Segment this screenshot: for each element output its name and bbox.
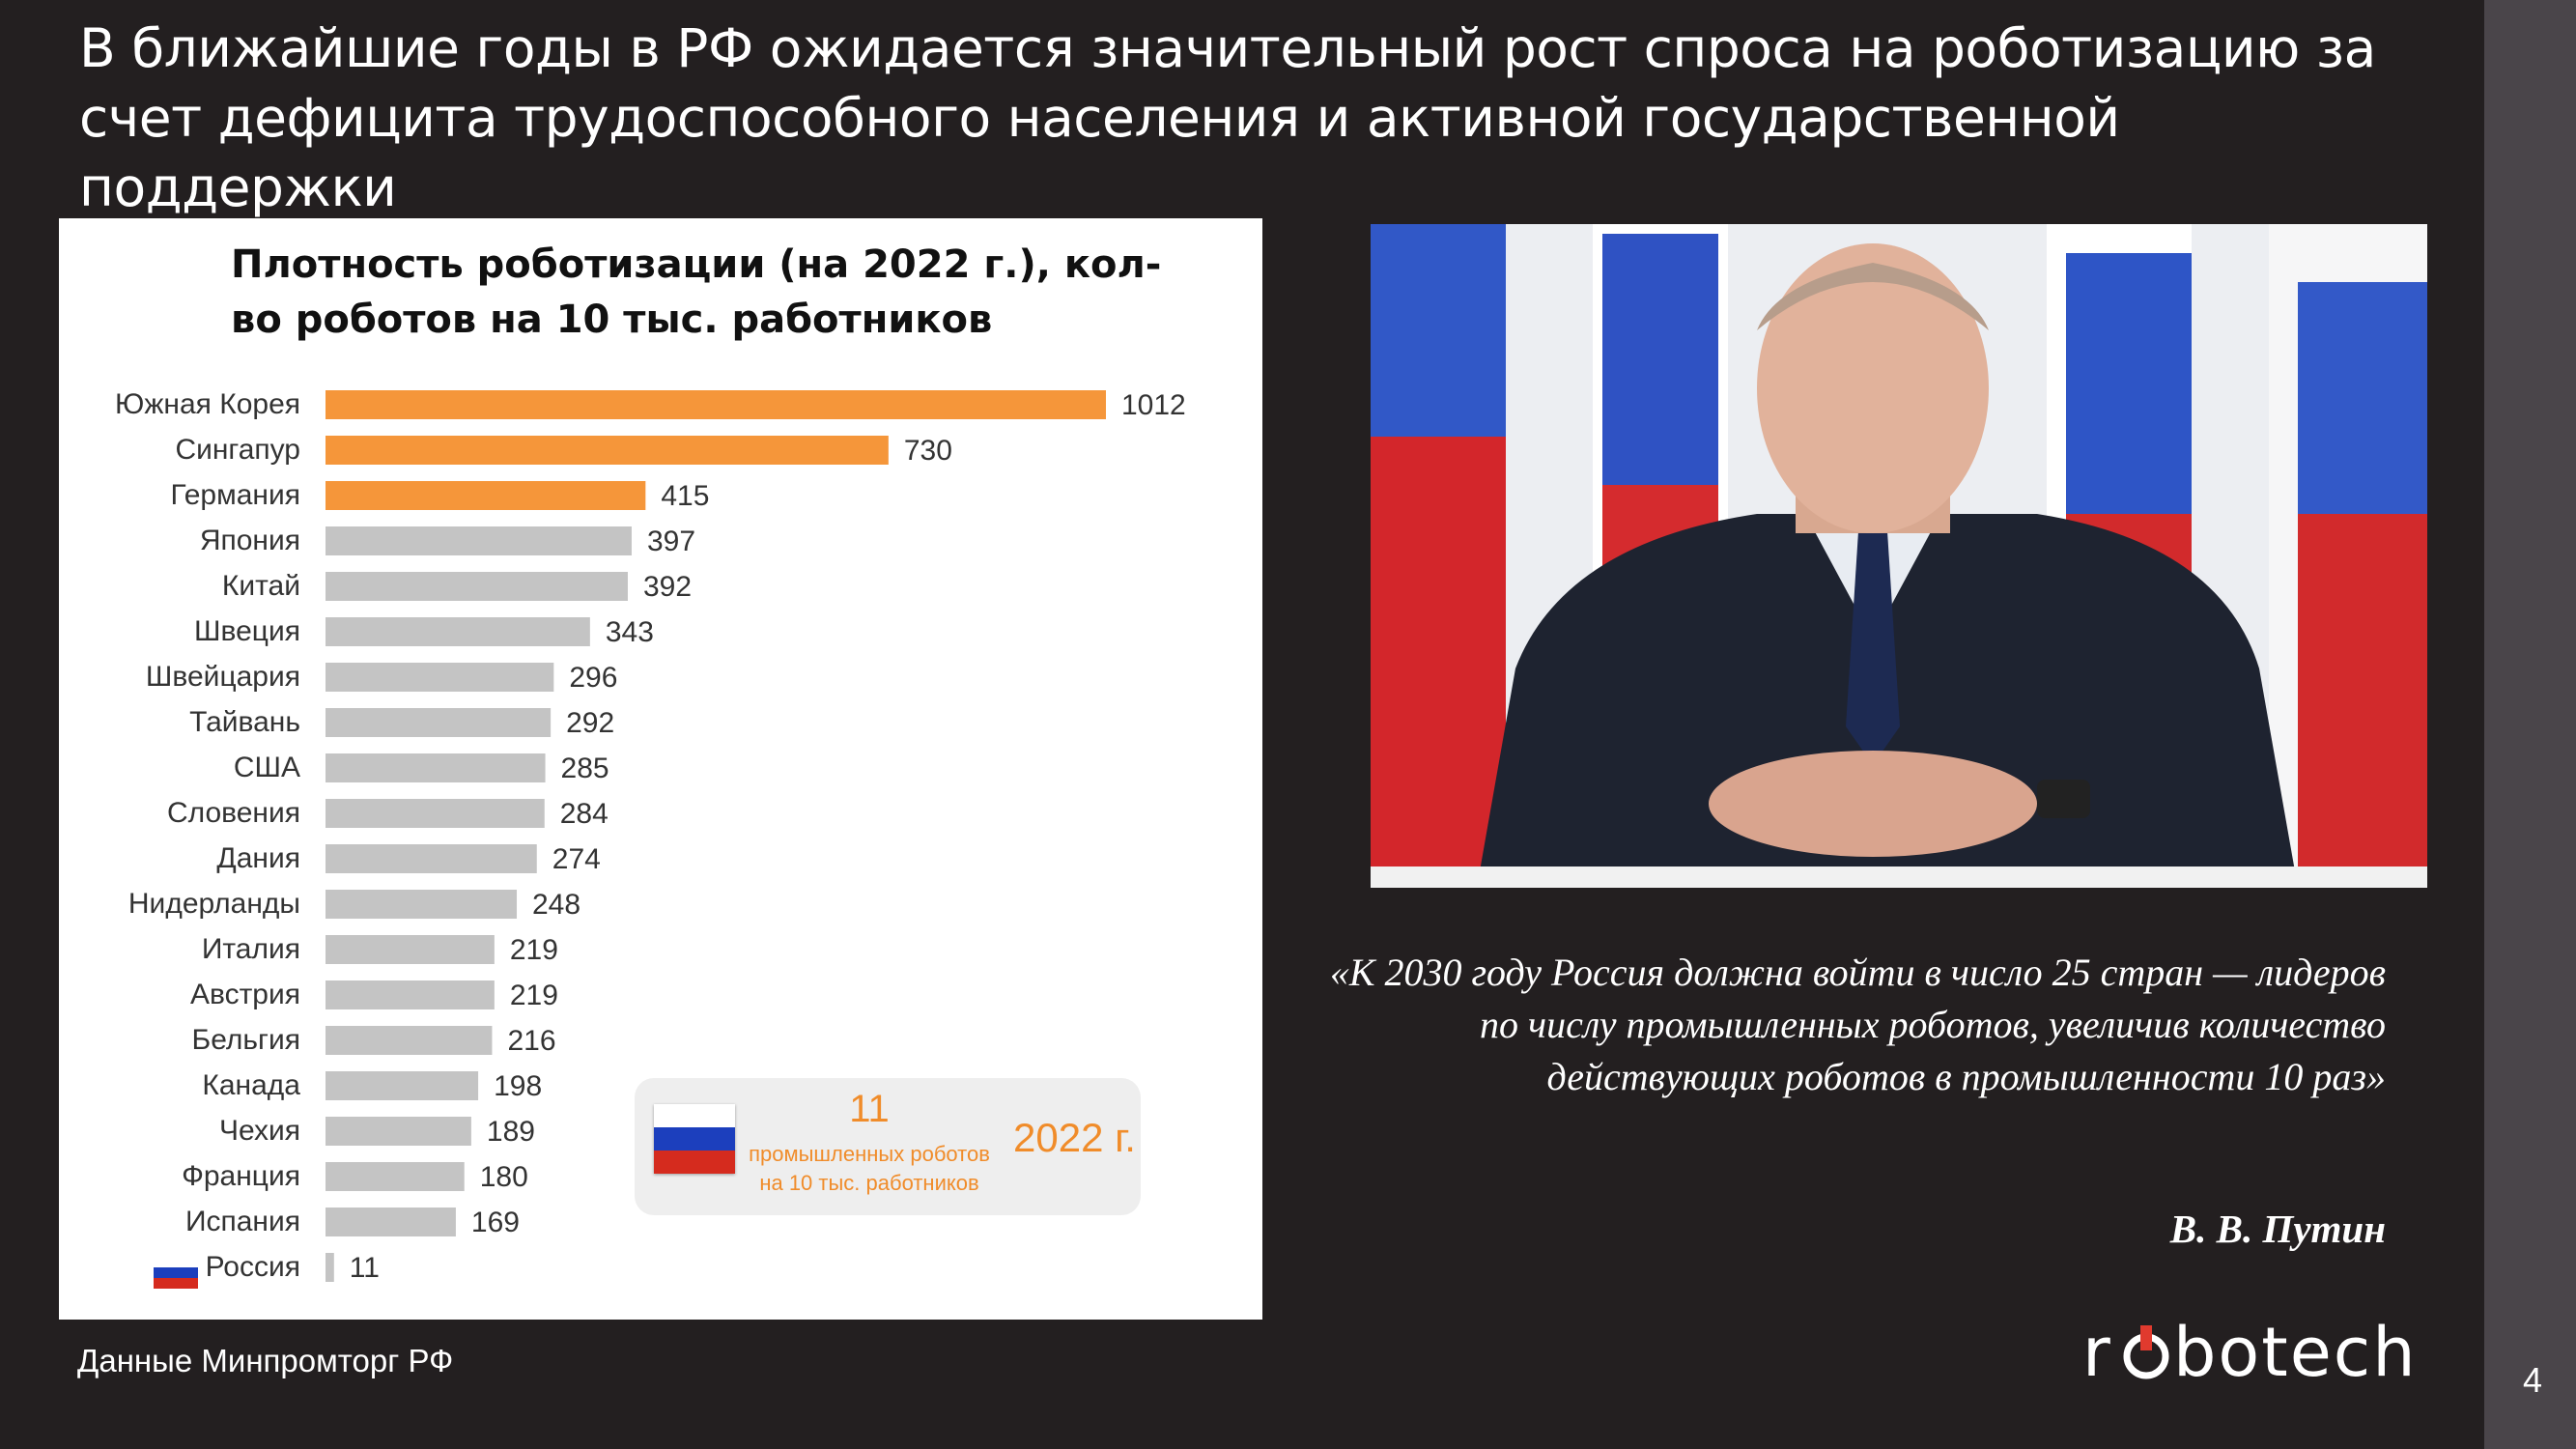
value-label: 730 — [904, 435, 952, 467]
category-label: Чехия — [219, 1115, 300, 1147]
category-label: Швейцария — [146, 661, 300, 693]
portrait-illustration — [1371, 224, 2427, 888]
side-strip — [2484, 0, 2576, 1449]
value-label: 415 — [661, 480, 709, 512]
category-label: Швеция — [194, 615, 300, 647]
bar-7 — [326, 663, 554, 692]
logo-wordmark: r — [2082, 1321, 2112, 1389]
category-label: Бельгия — [192, 1024, 300, 1056]
value-label: 180 — [480, 1161, 528, 1193]
value-label: 248 — [532, 889, 580, 921]
bar-19 — [326, 1208, 456, 1236]
value-label: 392 — [643, 571, 692, 603]
inset-caption: промышленных роботов на 10 тыс. работник… — [749, 1142, 990, 1195]
category-label: Германия — [171, 479, 301, 511]
category-label: Австрия — [190, 979, 300, 1010]
category-label: Дания — [216, 842, 300, 874]
slide-title: В ближайшие годы в РФ ожидается значител… — [79, 17, 2376, 218]
category-label: Словения — [167, 797, 300, 829]
value-label: 397 — [647, 526, 695, 557]
inset-year: 2022 г. — [1013, 1115, 1136, 1160]
russia-inset: 11 промышленных роботов на 10 тыс. работ… — [635, 1078, 1141, 1215]
value-label: 216 — [507, 1025, 555, 1057]
bar-13 — [326, 935, 495, 964]
value-label: 343 — [606, 616, 654, 648]
value-label: 169 — [471, 1207, 520, 1238]
category-label: Франция — [182, 1160, 300, 1192]
category-label: Испания — [185, 1206, 300, 1237]
value-label: 1012 — [1121, 389, 1186, 421]
bar-18 — [326, 1162, 465, 1191]
bar-9 — [326, 753, 546, 782]
bar-3 — [326, 481, 646, 510]
bar-1 — [326, 390, 1106, 419]
category-label: Сингапур — [175, 434, 300, 466]
category-label: Тайвань — [189, 706, 300, 738]
bar-5 — [326, 572, 628, 601]
chart-card: Плотность роботизации (на 2022 г.), кол-… — [59, 218, 1262, 1320]
russia-flag-icon — [654, 1104, 735, 1174]
source-note: Данные Минпромторг РФ — [77, 1343, 454, 1378]
value-label: 11 — [350, 1252, 380, 1284]
value-label: 189 — [487, 1116, 535, 1148]
bar-15 — [326, 1026, 493, 1055]
bar-10 — [326, 799, 545, 828]
bar-14 — [326, 980, 495, 1009]
value-label: 296 — [569, 662, 617, 694]
value-label: 292 — [566, 707, 614, 739]
quote-author: В. В. Путин — [2169, 1207, 2386, 1251]
bar-16 — [326, 1071, 479, 1100]
value-label: 274 — [552, 843, 601, 875]
bar-6 — [326, 617, 590, 646]
inset-value: 11 — [849, 1088, 890, 1130]
category-label: Япония — [200, 525, 300, 556]
value-label: 285 — [561, 753, 609, 784]
bar-11 — [326, 844, 537, 873]
value-label: 284 — [560, 798, 609, 830]
category-label: Россия — [206, 1251, 300, 1283]
portrait-photo — [1371, 224, 2427, 888]
category-label: Южная Корея — [115, 388, 300, 420]
page-number: 4 — [2523, 1360, 2543, 1400]
bar-20 — [326, 1253, 334, 1282]
robotech-logo: r botech — [2082, 1313, 2459, 1393]
value-label: 219 — [510, 980, 558, 1011]
bar-2 — [326, 436, 889, 465]
russia-flag-icon — [154, 1257, 198, 1289]
chart-title: Плотность роботизации (на 2022 г.), кол-… — [231, 242, 1162, 342]
svg-text:botech: botech — [2173, 1321, 2418, 1389]
value-label: 198 — [494, 1070, 542, 1102]
bar-chart: Южная Корея 1012 Сингапур 730 Германия 415 Япо… — [115, 388, 1186, 1289]
bar-12 — [326, 890, 518, 919]
quote-text: «К 2030 году Россия должна войти в число… — [1329, 951, 2386, 1098]
bar-4 — [326, 526, 632, 555]
value-label: 219 — [510, 934, 558, 966]
category-label: Китай — [222, 570, 300, 602]
bar-17 — [326, 1117, 471, 1146]
category-label: Канада — [202, 1069, 300, 1101]
category-label: США — [234, 752, 300, 783]
category-label: Нидерланды — [128, 888, 300, 920]
bar-8 — [326, 708, 552, 737]
category-label: Италия — [202, 933, 300, 965]
